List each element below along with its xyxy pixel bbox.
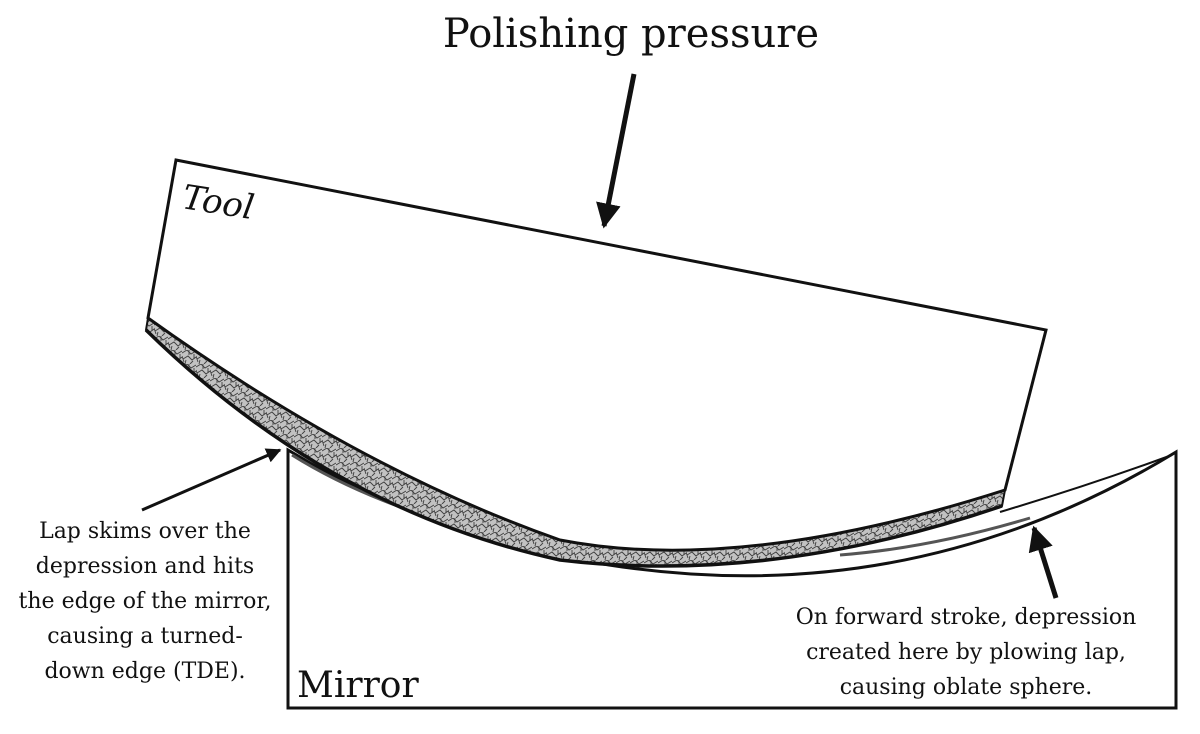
left-note-line: causing a turned- [47,624,243,649]
mirror-depression-gap [999,454,1173,513]
right-note-line: On forward stroke, depression [796,605,1137,630]
left-note-line: Lap skims over the [39,519,251,544]
right-note-line: causing oblate sphere. [840,675,1093,700]
diagram-title: Polishing pressure [443,11,819,57]
lap-bottom-edge [144,328,1003,568]
pressure-arrow [596,73,637,229]
left-note: Lap skims over the depression and hits t… [19,519,272,684]
depression-arrow [1028,525,1059,599]
left-note-line: down edge (TDE). [44,659,245,684]
left-note-line: the edge of the mirror, [19,589,272,614]
left-note-line: depression and hits [36,554,254,579]
right-note-line: created here by plowing lap, [806,640,1126,665]
tool-block [146,158,1048,552]
mirror-depression-line-right [839,516,1031,557]
mirror-label: Mirror [297,665,419,706]
right-note: On forward stroke, depression created he… [796,605,1137,700]
tde-arrow [141,448,282,512]
